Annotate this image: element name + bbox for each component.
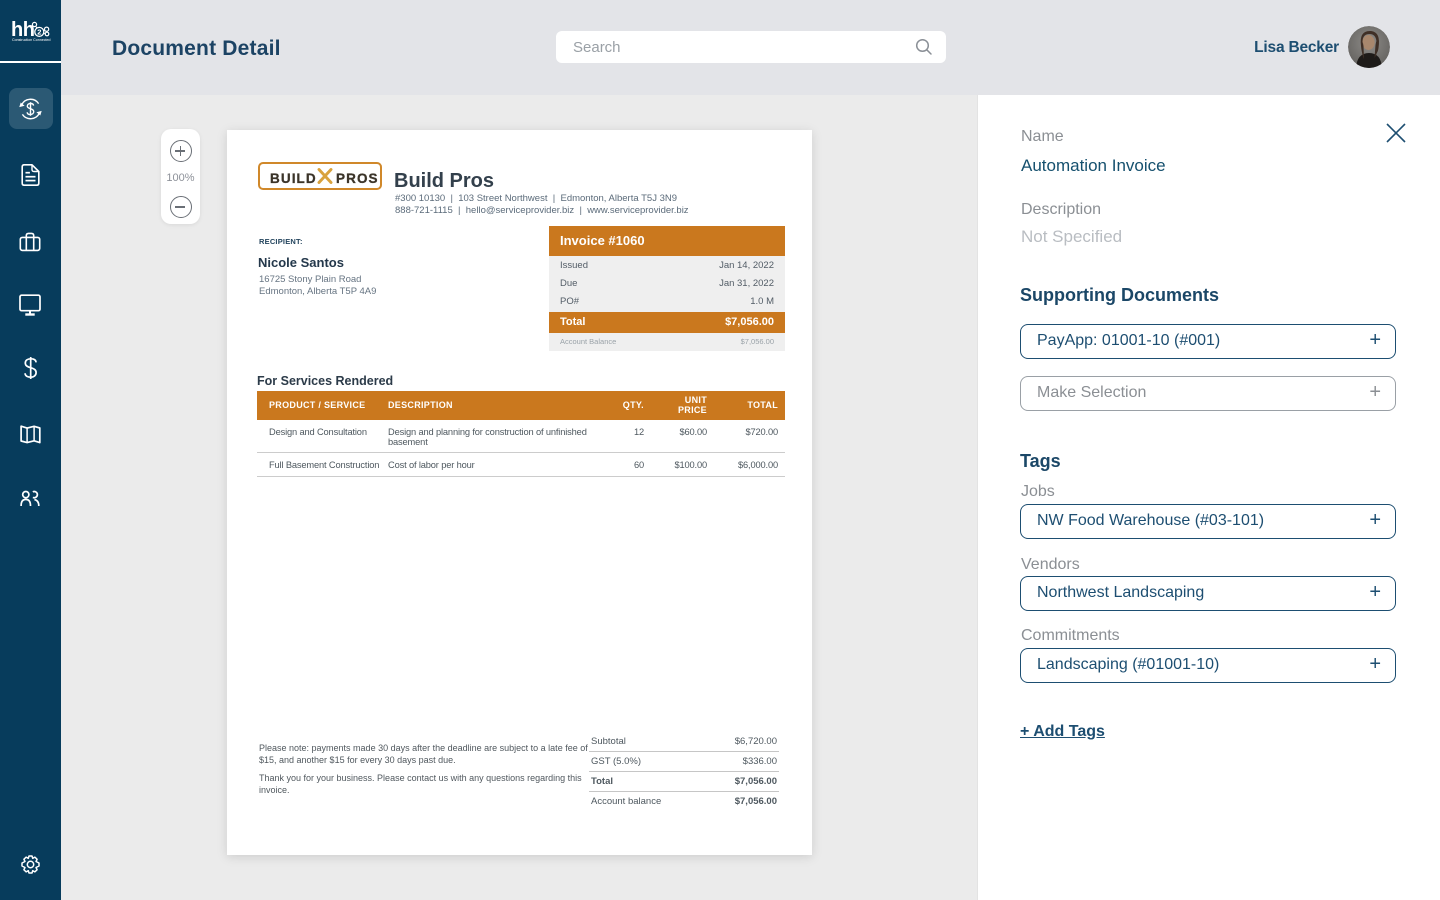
- svg-text:2: 2: [37, 28, 41, 37]
